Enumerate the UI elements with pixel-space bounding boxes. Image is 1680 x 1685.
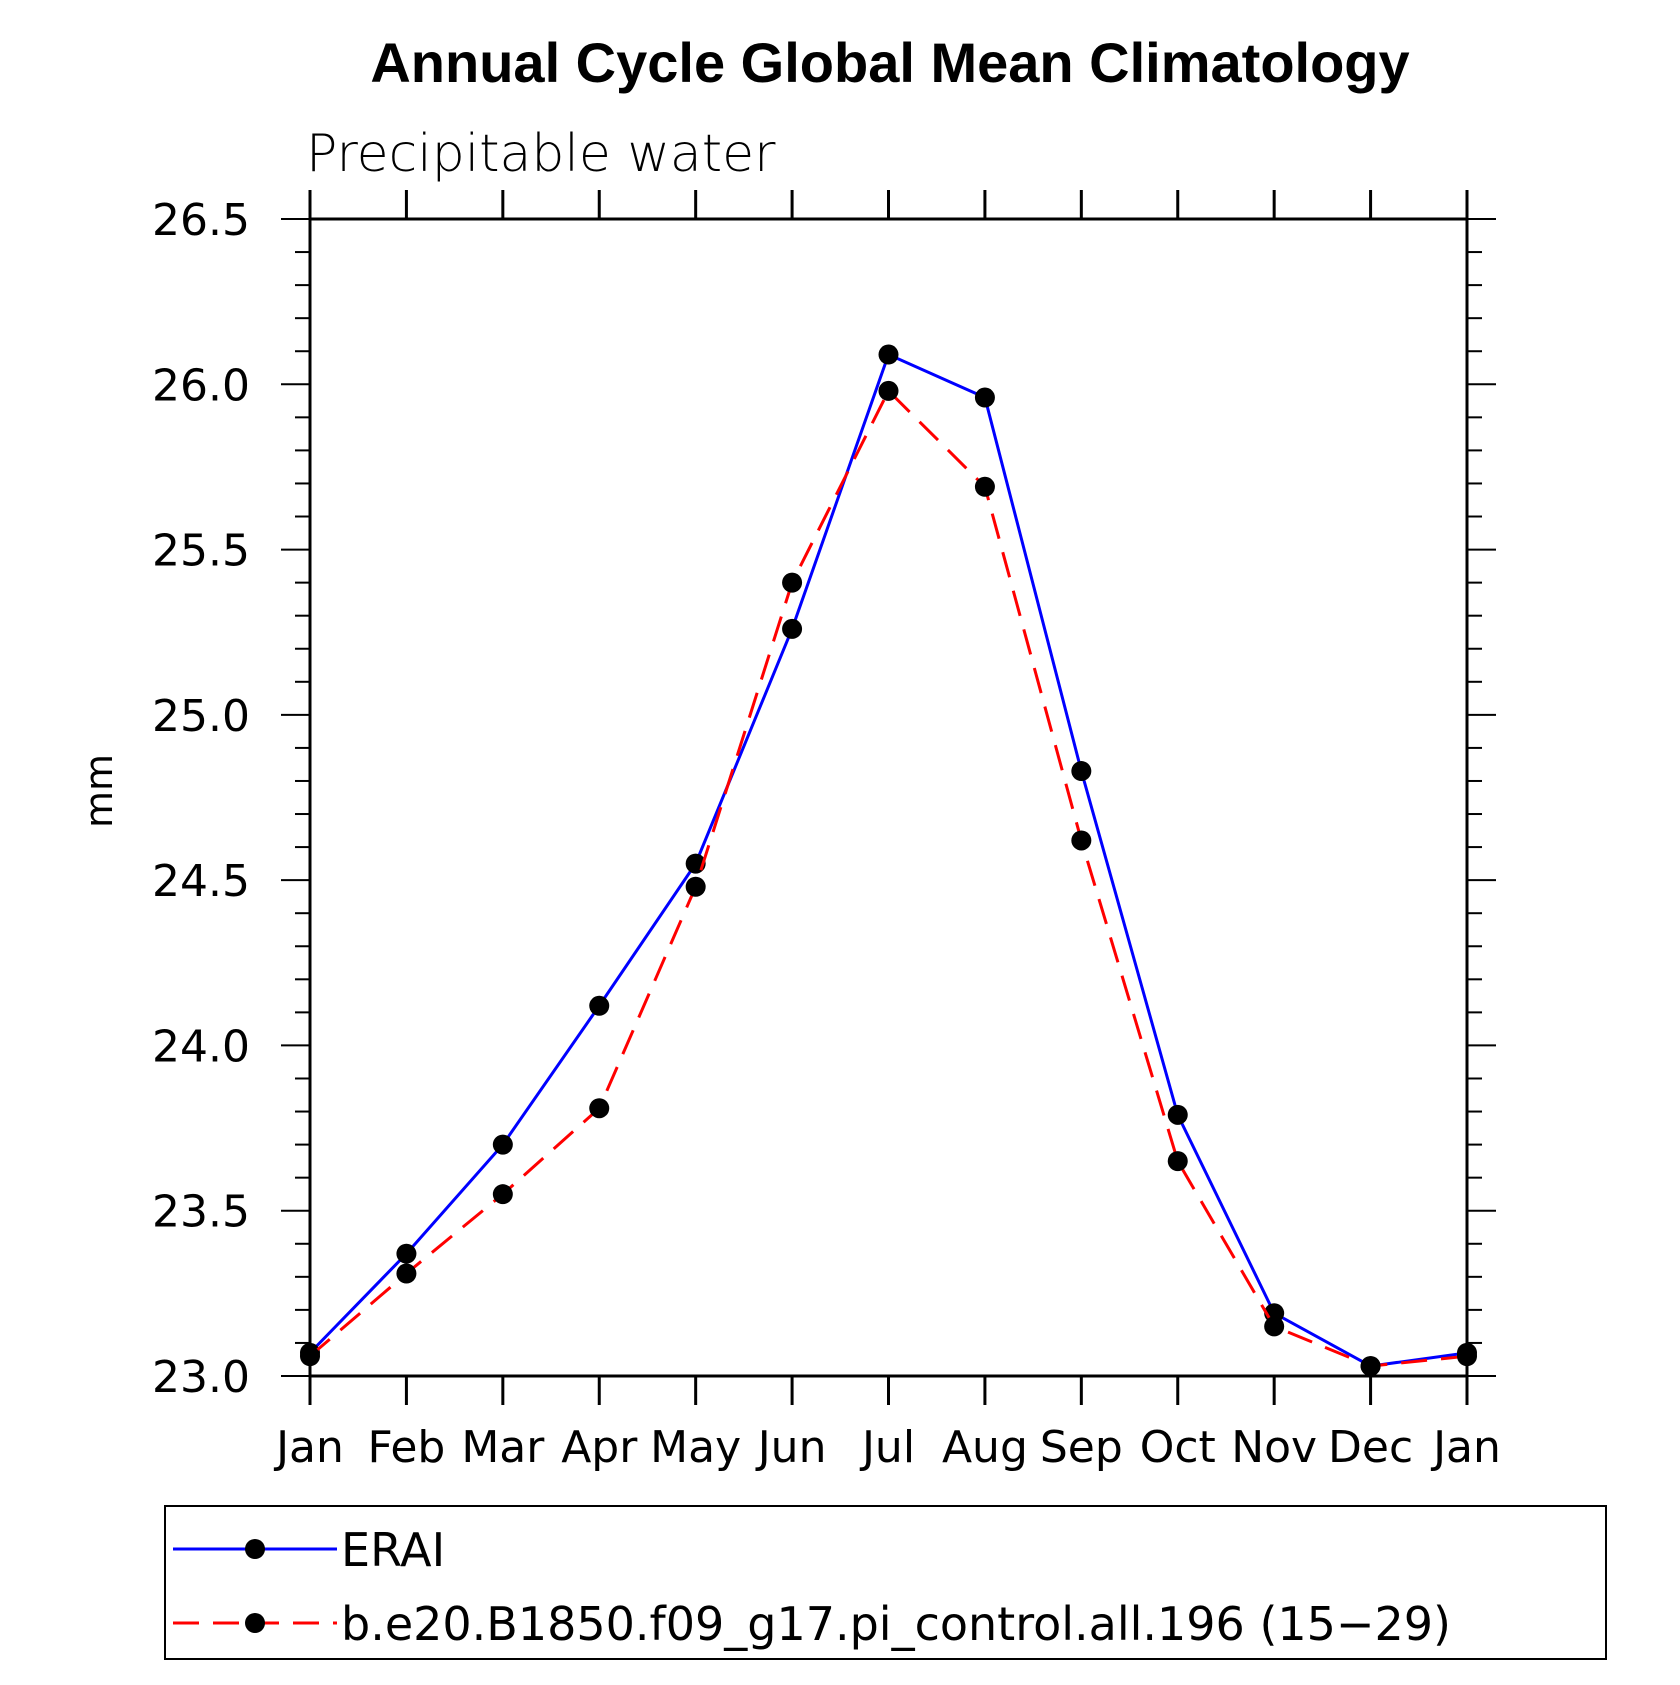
y-tick-label: 25.0 bbox=[152, 691, 250, 742]
legend-entry: b.e20.B1850.f09_g17.pi_control.all.196 (… bbox=[173, 1597, 1451, 1651]
data-point bbox=[685, 876, 706, 897]
series-line bbox=[309, 388, 1468, 1368]
data-point bbox=[974, 476, 995, 497]
y-tick-label: 25.5 bbox=[152, 526, 250, 577]
x-tick-label: Jun bbox=[755, 1422, 827, 1473]
x-tick-label: Oct bbox=[1140, 1422, 1216, 1473]
data-point bbox=[1071, 830, 1092, 851]
legend-box bbox=[164, 1505, 1607, 1660]
data-point bbox=[396, 1263, 417, 1284]
chart-title: Annual Cycle Global Mean Climatology bbox=[370, 31, 1409, 94]
data-point bbox=[878, 380, 899, 401]
y-axis-label: mm bbox=[77, 754, 121, 828]
x-tick-label: Nov bbox=[1231, 1422, 1317, 1473]
y-tick-label: 26.5 bbox=[152, 195, 250, 246]
plot-layer: Jan Feb Mar Apr May Jun Jul Aug Sep Oct Nov Dec Jan 2… bbox=[152, 190, 1501, 1473]
series-line bbox=[308, 352, 1468, 1368]
series-2 bbox=[300, 380, 1477, 1377]
legend-marker bbox=[245, 1613, 265, 1633]
data-point bbox=[1360, 1356, 1381, 1377]
x-tick-label: May bbox=[650, 1422, 741, 1473]
data-point bbox=[782, 572, 803, 593]
y-tick-label: 23.0 bbox=[152, 1352, 250, 1403]
data-point bbox=[1457, 1346, 1477, 1367]
y-tick-label: 23.5 bbox=[152, 1187, 250, 1238]
data-point bbox=[1167, 1151, 1188, 1172]
legend: ERAI b.e20.B1850.f09_g17.pi_control.all.1… bbox=[164, 1505, 1607, 1660]
legend-label: ERAI bbox=[341, 1523, 445, 1577]
legend-entry: ERAI bbox=[173, 1523, 445, 1577]
data-point bbox=[589, 995, 610, 1016]
x-tick-label: Jan bbox=[1430, 1422, 1501, 1473]
x-tick-label: Dec bbox=[1328, 1422, 1413, 1473]
x-tick-label: Feb bbox=[367, 1422, 445, 1473]
x-tick-label: Apr bbox=[561, 1422, 638, 1473]
y-tick-label: 26.0 bbox=[152, 360, 250, 411]
x-tick-label: Jul bbox=[859, 1422, 915, 1473]
data-point bbox=[974, 387, 995, 408]
data-point bbox=[492, 1134, 513, 1155]
y-tick-label: 24.0 bbox=[152, 1021, 250, 1072]
x-tick-label: Mar bbox=[461, 1422, 545, 1473]
legend-marker bbox=[245, 1539, 265, 1559]
data-point bbox=[782, 618, 803, 639]
data-point bbox=[492, 1184, 513, 1205]
data-point bbox=[300, 1346, 320, 1367]
y-tick-label: 24.5 bbox=[152, 856, 250, 907]
legend-label: b.e20.B1850.f09_g17.pi_control.all.196 (… bbox=[341, 1597, 1451, 1651]
data-point bbox=[1264, 1316, 1285, 1337]
data-point bbox=[1071, 761, 1092, 782]
series-1 bbox=[300, 344, 1477, 1377]
data-point bbox=[396, 1243, 417, 1264]
data-point bbox=[1167, 1104, 1188, 1125]
data-point bbox=[589, 1098, 610, 1119]
x-tick-label: Jan bbox=[273, 1422, 344, 1473]
x-tick-label: Aug bbox=[942, 1422, 1028, 1473]
x-tick-label: Sep bbox=[1040, 1422, 1123, 1473]
data-point bbox=[878, 344, 899, 365]
chart-subtitle: Precipitable water bbox=[306, 124, 776, 184]
